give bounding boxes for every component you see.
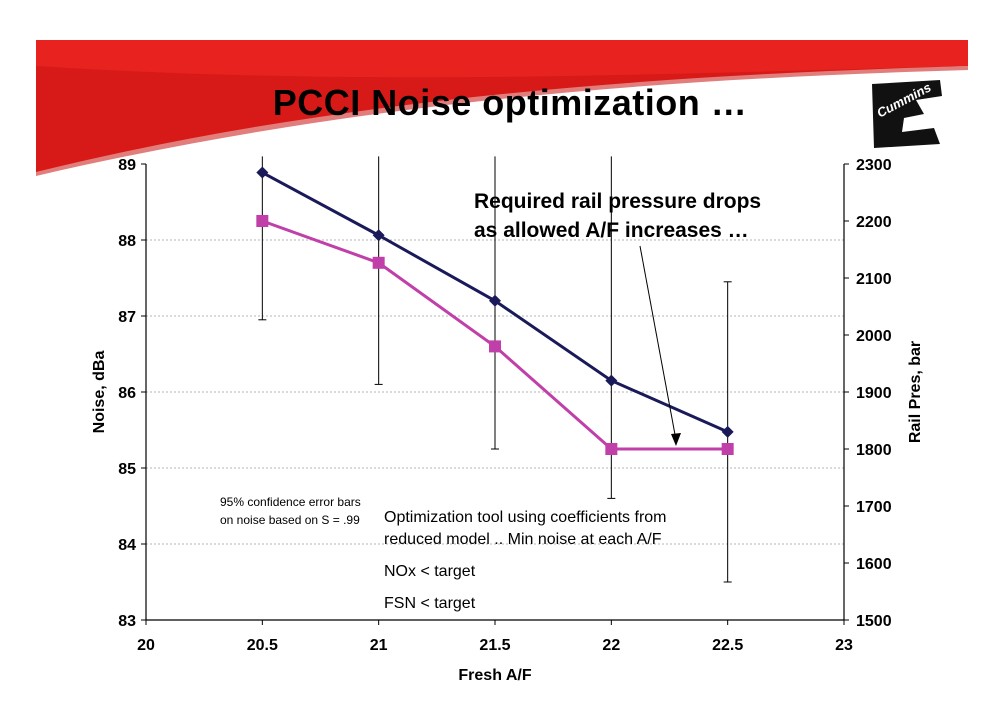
rail-pressure-point: [489, 294, 501, 307]
optimization-note-text: Optimization tool using coefficients fro…: [384, 509, 667, 526]
rail-pressure-point: [605, 374, 618, 387]
y-tick-label: 85: [118, 461, 136, 478]
x-tick-label: 23: [835, 637, 853, 654]
cummins-logo-mark: Cummins: [872, 80, 942, 148]
rail-note-text: Required rail pressure drops: [474, 190, 761, 213]
x-axis-label: Fresh A/F: [458, 667, 531, 684]
y2-tick-label: 2000: [856, 328, 892, 345]
noise-point: [721, 443, 734, 455]
y2-tick-label: 2300: [856, 157, 892, 174]
rail-pressure-point: [721, 425, 734, 438]
annotation-arrow-line: [639, 245, 677, 441]
y2-tick-label: 1900: [856, 385, 892, 402]
y-tick-label: 89: [118, 157, 136, 174]
x-tick-label: 22.5: [712, 637, 743, 654]
x-tick-label: 20.5: [247, 637, 278, 654]
x-tick-label: 20: [137, 637, 155, 654]
noise-point: [256, 215, 269, 227]
x-tick-label: 21: [370, 637, 388, 654]
title-banner-shadow: [36, 66, 968, 176]
y2-tick-label: 2200: [856, 214, 892, 231]
x-tick-label: 22: [602, 637, 620, 654]
rail-pressure-point: [372, 229, 385, 242]
noise-pressure-chart: 20 20.5 21 21.5 22 22.5 23 83 84 85 86 87 88 89 1500 16…: [91, 156, 924, 684]
fsn-note-text: FSN < target: [384, 595, 476, 612]
y2-tick-label: 1600: [856, 556, 892, 573]
y2-axis-label: Rail Pres, bar: [907, 341, 924, 443]
noise-point: [372, 256, 385, 269]
y2-tick-label: 1700: [856, 499, 892, 516]
confidence-note-text: on noise based on S = .99: [220, 513, 360, 527]
nox-note-text: NOx < target: [384, 563, 476, 580]
rail-note-text: as allowed A/F increases …: [474, 219, 749, 242]
y-tick-label: 86: [118, 385, 136, 402]
y-tick-label: 87: [118, 309, 136, 326]
y-tick-label: 84: [118, 537, 136, 554]
y2-tick-label: 1800: [856, 442, 892, 459]
confidence-note-text: 95% confidence error bars: [220, 495, 361, 509]
rail-pressure-point: [256, 166, 269, 179]
y2-tick-label: 1500: [856, 613, 892, 630]
y2-tick-label: 2100: [856, 271, 892, 288]
y-tick-label: 88: [118, 233, 136, 250]
x-tick-label: 21.5: [479, 637, 510, 654]
noise-point: [489, 340, 501, 353]
annotation-arrow-head: [671, 433, 681, 446]
noise-point: [605, 443, 618, 455]
y-axis-label: Noise, dBa: [91, 351, 108, 434]
slide-title: PCCI Noise optimization …: [272, 82, 748, 123]
cummins-logo: Cummins: [864, 74, 948, 154]
y-tick-label: 83: [118, 613, 136, 630]
optimization-note-text: reduced model .. Min noise at each A/F: [384, 531, 662, 548]
